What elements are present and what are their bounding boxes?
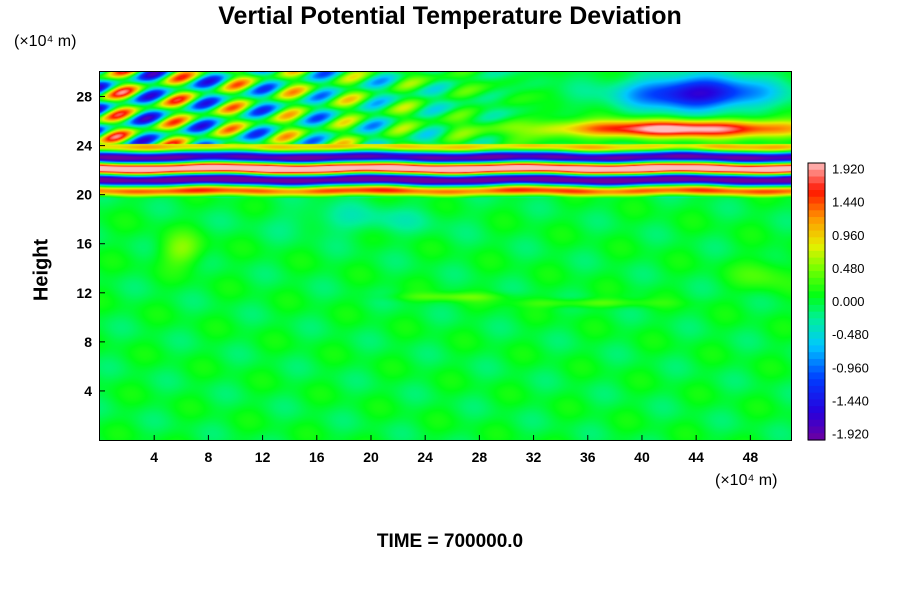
x-tick-label: 20 [363, 449, 379, 465]
colorbar-label: 1.920 [832, 162, 865, 177]
colorbar-swatch [808, 365, 825, 374]
colorbar-swatch [808, 304, 825, 313]
x-tick-label: 44 [688, 449, 704, 465]
colorbar-swatch [808, 352, 825, 360]
colorbar-swatch [808, 358, 825, 367]
colorbar-swatch [808, 338, 825, 347]
colorbar-swatch [808, 196, 825, 205]
x-tick-label: 24 [417, 449, 433, 465]
colorbar-swatch [808, 284, 825, 292]
colorbar-swatch [808, 183, 825, 191]
colorbar-swatch [808, 210, 825, 218]
colorbar-label: 0.480 [832, 261, 865, 276]
x-axis-unit: (×10⁴ m) [715, 472, 778, 489]
colorbar-swatch [808, 230, 825, 238]
y-tick-label: 16 [76, 236, 92, 252]
colorbar-label: -1.440 [832, 393, 869, 408]
y-tick-label: 20 [76, 187, 92, 203]
colorbar-label: 0.960 [832, 228, 865, 243]
colorbar-swatch [808, 419, 825, 428]
colorbar-label: -0.480 [832, 327, 869, 342]
x-tick-label: 28 [472, 449, 488, 465]
colorbar-swatch [808, 385, 825, 394]
y-tick-label: 8 [84, 334, 92, 350]
y-tick-label: 24 [76, 138, 92, 154]
colorbar-swatch [808, 190, 825, 198]
colorbar-swatch [808, 345, 825, 353]
colorbar-swatch [808, 223, 825, 232]
x-tick-label: 16 [309, 449, 325, 465]
colorbar: 1.920 1.440 0.960 0.480 0.000 -0.480 -0.960 -1.… [807, 162, 869, 442]
colorbar-swatch [808, 392, 825, 401]
time-annotation: TIME = 700000.0 [376, 531, 524, 552]
colorbar-swatch [808, 244, 825, 252]
colorbar-swatch [808, 264, 825, 272]
colorbar-swatch [808, 379, 825, 387]
x-tick-label: 36 [580, 449, 596, 465]
y-ticks: 4 8 12 16 20 24 28 [76, 89, 105, 399]
colorbar-swatch [808, 426, 825, 434]
colorbar-swatch [808, 318, 825, 326]
colorbar-swatch [808, 237, 825, 245]
colorbar-label: 1.440 [832, 195, 865, 210]
colorbar-swatch [808, 203, 825, 211]
y-tick-label: 28 [76, 89, 92, 105]
y-axis-unit: (×10⁴ m) [14, 33, 77, 50]
colorbar-label: -0.960 [832, 360, 869, 375]
colorbar-swatch [808, 433, 825, 441]
x-tick-label: 48 [743, 449, 759, 465]
colorbar-swatch [808, 399, 825, 407]
y-tick-label: 12 [76, 285, 92, 301]
colorbar-label: 0.000 [832, 294, 865, 309]
colorbar-swatch [808, 372, 825, 380]
colorbar-swatch [808, 331, 825, 340]
colorbar-swatch [808, 291, 825, 299]
colorbar-label: -1.920 [832, 427, 869, 442]
colorbar-swatch [808, 406, 825, 414]
x-tick-label: 4 [150, 449, 158, 465]
colorbar-swatch [808, 163, 825, 171]
colorbar-swatch [808, 257, 825, 265]
colorbar-swatch [808, 217, 825, 225]
x-tick-label: 32 [526, 449, 542, 465]
x-ticks: 4 8 12 16 20 24 28 32 36 40 44 48 [150, 435, 758, 465]
x-tick-label: 12 [255, 449, 271, 465]
colorbar-swatch [808, 298, 825, 306]
colorbar-swatch [808, 311, 825, 319]
chart-title: Vertial Potential Temperature Deviation [218, 2, 682, 30]
x-tick-label: 8 [204, 449, 212, 465]
x-tick-label: 40 [634, 449, 650, 465]
heatmap-field [99, 71, 792, 441]
colorbar-swatch [808, 176, 825, 184]
colorbar-swatch [808, 250, 825, 259]
colorbar-swatch [808, 169, 825, 178]
colorbar-swatch [808, 325, 825, 333]
colorbar-swatch [808, 277, 825, 286]
colorbar-swatch [808, 412, 825, 421]
y-tick-label: 4 [84, 383, 92, 399]
colorbar-swatch [808, 271, 825, 279]
colorbar-frame [807, 162, 826, 441]
